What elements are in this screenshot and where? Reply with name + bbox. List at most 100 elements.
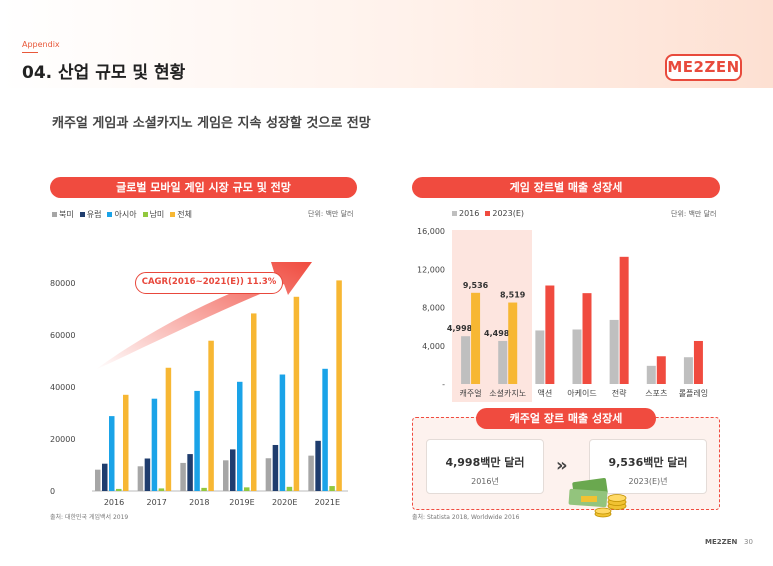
right-data-label: 4,498 (484, 329, 510, 338)
casual-2016-card: 4,998백만 달러 2016년 (426, 439, 544, 494)
right-bar-1 (508, 302, 518, 384)
left-bar-1 (315, 440, 321, 491)
left-bar-2 (109, 416, 115, 491)
left-bar-2 (322, 368, 328, 491)
right-y-tick-label: 12,000 (417, 265, 445, 274)
right-chart-legend: 2016 2023(E) (452, 209, 524, 218)
right-bar-1 (693, 340, 703, 384)
right-bar-0 (498, 340, 508, 384)
left-legend-label: 아시아 (114, 210, 137, 219)
money-stack-icon (568, 477, 627, 518)
left-legend-item: 남미 (142, 209, 165, 220)
right-x-tick-label: 전략 (612, 388, 627, 398)
left-x-tick-label: 2018 (189, 498, 209, 507)
right-bar-0 (609, 319, 619, 384)
right-legend-swatch (485, 211, 491, 216)
left-bar-4 (251, 313, 257, 491)
left-bar-0 (137, 466, 144, 491)
left-bar-1 (272, 444, 279, 491)
left-legend-item: 북미 (52, 209, 74, 220)
right-x-tick-label: 아케이드 (567, 388, 596, 398)
right-chart: - 4,000 8,000 12,000 16,000 4,998 9,536 캐주얼 4,49… (417, 227, 708, 402)
left-legend-swatch (170, 212, 176, 217)
left-y-tick-label: 20000 (50, 435, 75, 444)
right-y-tick-label: 16,000 (417, 227, 445, 236)
left-legend-swatch (79, 212, 85, 217)
left-bar-3 (286, 486, 293, 491)
left-chart-unit: 단위: 백만 달러 (308, 210, 354, 218)
left-bar-3 (158, 488, 165, 491)
right-bar-0 (461, 336, 471, 384)
right-x-tick-label: 스포츠 (645, 389, 667, 398)
right-legend-label: 2023(E) (492, 209, 525, 218)
right-x-tick-label: 캐주얼 (460, 388, 482, 398)
left-legend-label: 전체 (177, 210, 193, 219)
header: Appendix 04. 산업 규모 및 현황 ME2ZEN (0, 0, 773, 88)
left-chart-title: 글로벌 모바일 게임 시장 규모 및 전망 (50, 177, 357, 198)
left-legend-swatch (142, 212, 148, 217)
left-bar-4 (165, 367, 172, 491)
casual-2016-value: 4,998백만 달러 (445, 456, 525, 469)
brand-logo: ME2ZEN (665, 54, 742, 81)
right-data-label: 8,519 (500, 291, 526, 300)
right-bar-1 (582, 293, 592, 384)
left-bar-1 (144, 458, 151, 491)
left-bar-2 (194, 390, 200, 491)
left-legend-label: 남미 (149, 210, 165, 219)
left-bar-3 (201, 487, 207, 491)
left-bar-3 (329, 486, 335, 491)
right-legend-item: 2023(E) (485, 209, 524, 218)
left-bar-1 (230, 449, 236, 491)
right-chart-source: 출처: Statista 2018, Worldwide 2016 (412, 514, 520, 521)
left-legend-item: 전체 (170, 209, 192, 220)
chevron-right-icon: » (556, 455, 567, 476)
section-label: Appendix (22, 40, 60, 49)
right-legend-label: 2016 (459, 209, 480, 218)
left-y-tick-label: 40000 (50, 383, 75, 392)
footer-logo: ME2ZEN (705, 538, 738, 546)
right-data-label: 9,536 (463, 281, 489, 290)
left-y-tick-label: 80000 (50, 279, 75, 288)
right-x-tick-label: 액션 (537, 388, 552, 398)
left-legend-swatch (107, 212, 113, 217)
left-bar-1 (102, 463, 108, 491)
page-number: 30 (744, 538, 753, 546)
left-x-tick-label: 2017 (146, 498, 166, 507)
left-bar-0 (265, 458, 272, 491)
left-chart-legend: 북미 유럽 아시아 남미 전체 (52, 209, 192, 220)
right-legend-item: 2016 (452, 209, 479, 218)
left-x-tick-label: 2020E (272, 498, 297, 507)
cagr-label: CAGR(2016~2021(E)) 11.3% (135, 272, 283, 294)
right-x-tick-label: 롤플레잉 (679, 388, 708, 398)
page-title: 04. 산업 규모 및 현황 (22, 63, 186, 83)
right-bar-0 (572, 329, 582, 384)
page-subtitle: 캐주얼 게임과 소셜카지노 게임은 지속 성장할 것으로 전망 (52, 116, 371, 131)
left-bar-4 (336, 280, 342, 491)
left-legend-label: 북미 (59, 210, 74, 219)
left-bar-0 (180, 462, 186, 491)
left-x-tick-label: 2019E (229, 498, 254, 507)
left-bar-1 (187, 454, 193, 491)
left-bar-0 (308, 455, 314, 491)
left-bar-0 (223, 460, 229, 491)
right-bar-1 (545, 285, 555, 384)
right-bar-0 (683, 357, 693, 384)
right-bar-1 (619, 256, 629, 384)
right-bar-1 (656, 356, 666, 384)
right-y-tick-label: 4,000 (422, 342, 445, 351)
left-chart-source: 출처: 대한민국 게임백서 2019 (50, 514, 129, 521)
left-bar-2 (279, 374, 286, 491)
section-underline (22, 52, 38, 53)
right-bar-0 (646, 365, 656, 384)
right-bar-0 (535, 330, 545, 384)
right-data-label: 4,998 (447, 324, 473, 333)
left-bar-4 (208, 340, 214, 491)
right-y-tick-label: - (442, 380, 445, 389)
left-bar-3 (244, 487, 250, 491)
left-legend-label: 유럽 (86, 210, 102, 219)
right-chart-unit: 단위: 백만 달러 (671, 210, 717, 218)
left-y-tick-label: 60000 (50, 331, 75, 340)
left-x-tick-label: 2016 (104, 498, 124, 507)
left-legend-swatch (52, 212, 57, 217)
casual-2016-year: 2016년 (471, 477, 499, 486)
